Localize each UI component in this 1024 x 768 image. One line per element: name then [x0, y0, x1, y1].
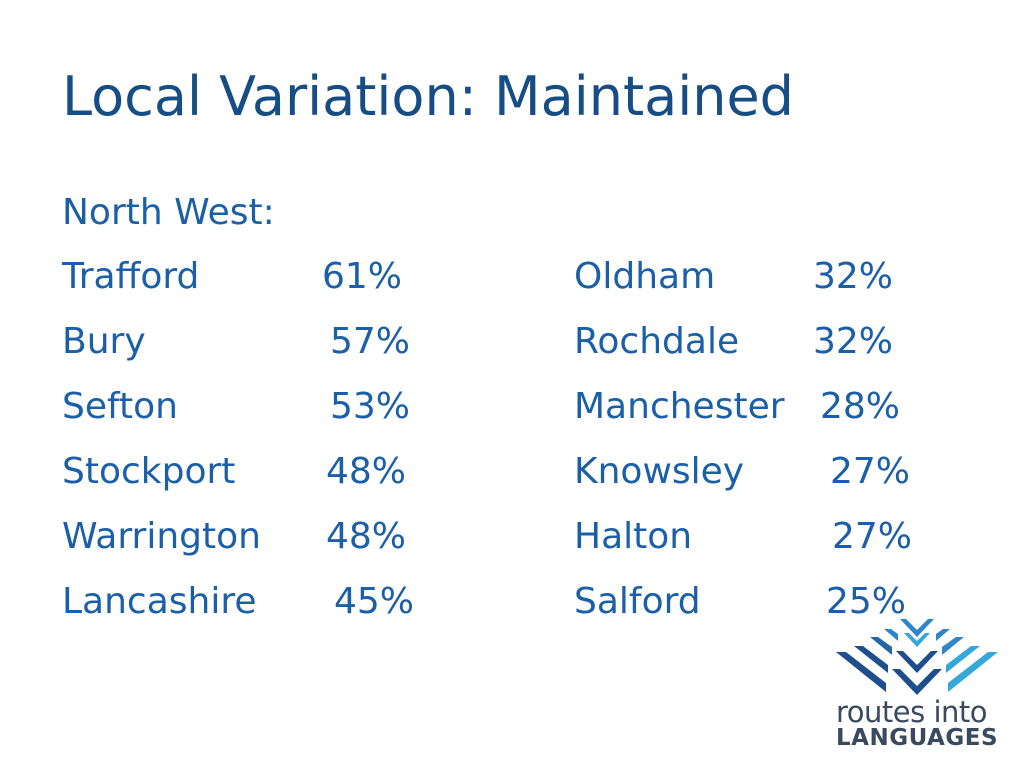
authority-name: Oldham: [574, 256, 716, 297]
authority-percent: 48%: [326, 451, 407, 492]
authority-name: Stockport: [62, 451, 236, 492]
authority-name: Warrington: [62, 516, 261, 557]
authority-percent: 27%: [830, 451, 911, 492]
authority-name: Rochdale: [574, 321, 740, 362]
fan-mark-icon: [836, 619, 998, 695]
logo-text-languages: LANGUAGES: [836, 725, 999, 751]
authority-name: Lancashire: [62, 581, 257, 622]
logo-text-routes-into: routes into: [836, 695, 988, 729]
authority-name: Salford: [574, 581, 701, 622]
authority-percent: 48%: [326, 516, 407, 557]
authority-name: Knowsley: [574, 451, 745, 492]
authority-name: Halton: [574, 516, 693, 557]
slide-title: Local Variation: Maintained: [62, 65, 794, 128]
authority-percent: 61%: [322, 256, 403, 297]
authority-name: Bury: [62, 321, 146, 362]
authority-percent: 53%: [330, 386, 411, 427]
authority-name: Sefton: [62, 386, 178, 427]
authority-name: Manchester: [574, 386, 785, 427]
authority-percent: 32%: [813, 321, 894, 362]
authority-percent: 27%: [832, 516, 913, 557]
authority-percent: 28%: [820, 386, 901, 427]
routes-into-languages-logo: routes into LANGUAGES: [832, 615, 1002, 765]
authority-name: Trafford: [62, 256, 200, 297]
authority-percent: 57%: [330, 321, 411, 362]
region-heading: North West:: [62, 192, 275, 233]
authority-percent: 45%: [334, 581, 415, 622]
authority-percent: 25%: [826, 581, 907, 622]
authority-percent: 32%: [813, 256, 894, 297]
